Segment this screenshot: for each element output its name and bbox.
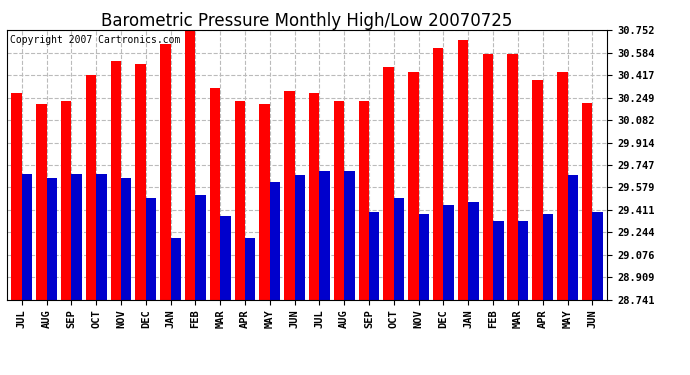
Bar [543, 214, 553, 300]
Bar [433, 48, 444, 300]
Bar [483, 54, 493, 300]
Bar [195, 195, 206, 300]
Bar [394, 198, 404, 300]
Bar [567, 175, 578, 300]
Bar [518, 221, 529, 300]
Bar [185, 30, 195, 300]
Bar [210, 88, 220, 300]
Bar [592, 211, 603, 300]
Bar [135, 64, 146, 300]
Bar [170, 238, 181, 300]
Text: Copyright 2007 Cartronics.com: Copyright 2007 Cartronics.com [10, 35, 180, 45]
Bar [582, 103, 592, 300]
Title: Barometric Pressure Monthly High/Low 20070725: Barometric Pressure Monthly High/Low 200… [101, 12, 513, 30]
Bar [507, 54, 518, 300]
Bar [469, 202, 479, 300]
Bar [295, 175, 305, 300]
Bar [47, 178, 57, 300]
Bar [319, 171, 330, 300]
Bar [121, 178, 131, 300]
Bar [458, 40, 469, 300]
Bar [259, 104, 270, 300]
Bar [334, 101, 344, 300]
Bar [160, 44, 170, 300]
Bar [309, 93, 319, 300]
Bar [86, 75, 96, 300]
Bar [146, 198, 156, 300]
Bar [245, 238, 255, 300]
Bar [419, 214, 429, 300]
Bar [61, 101, 71, 300]
Bar [444, 205, 454, 300]
Bar [344, 171, 355, 300]
Bar [235, 101, 245, 300]
Bar [384, 66, 394, 300]
Bar [284, 91, 295, 300]
Bar [359, 101, 369, 300]
Bar [96, 174, 107, 300]
Bar [36, 104, 47, 300]
Bar [11, 93, 22, 300]
Bar [369, 211, 380, 300]
Bar [493, 221, 504, 300]
Bar [532, 80, 543, 300]
Bar [110, 61, 121, 300]
Bar [22, 174, 32, 300]
Bar [408, 72, 419, 300]
Bar [220, 216, 230, 300]
Bar [557, 72, 567, 300]
Bar [270, 182, 280, 300]
Bar [71, 174, 82, 300]
